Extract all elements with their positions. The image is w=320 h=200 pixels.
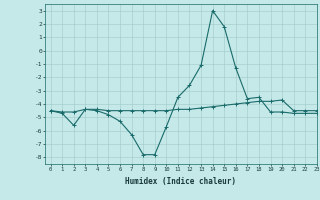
X-axis label: Humidex (Indice chaleur): Humidex (Indice chaleur) [125,177,236,186]
